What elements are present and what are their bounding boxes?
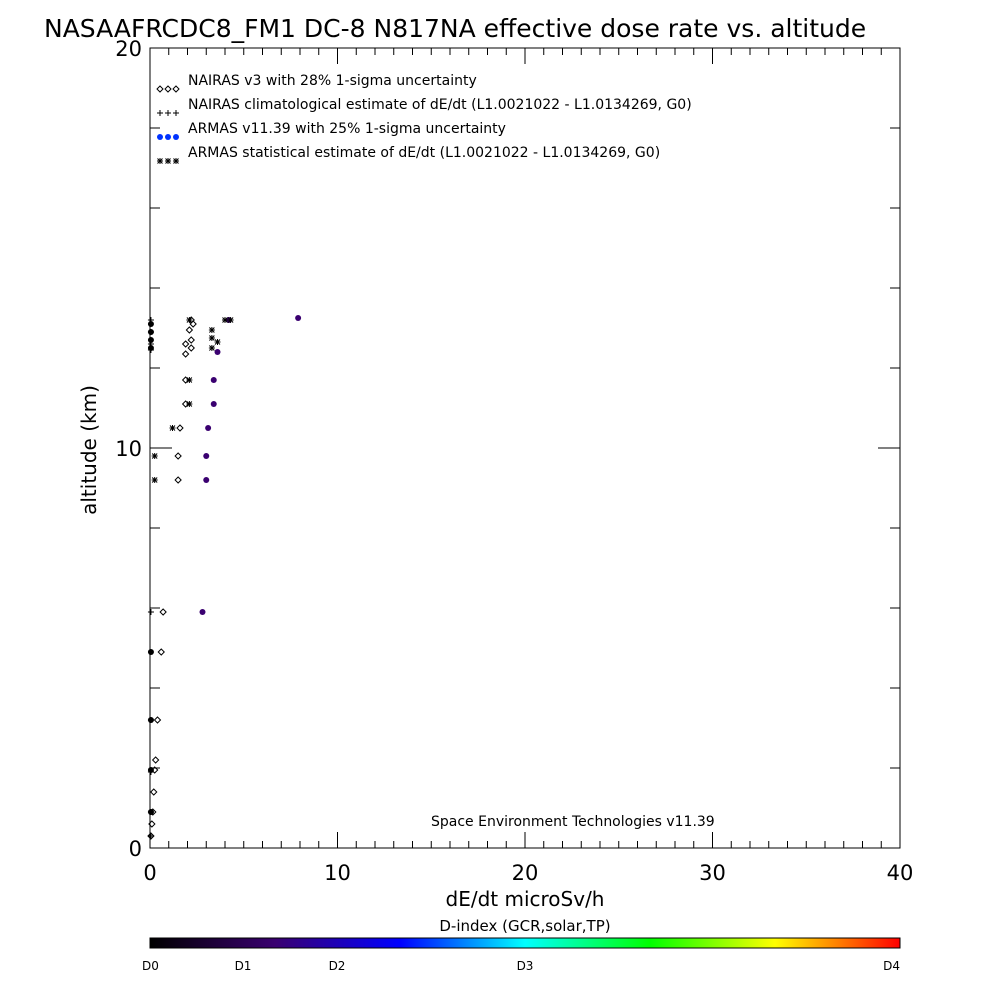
series-1-point <box>148 820 156 828</box>
series-3-point <box>199 609 206 615</box>
series-4-point <box>222 317 228 323</box>
y-tick-label: 10 <box>115 437 142 461</box>
colorbar-tick-label: D4 <box>883 959 900 973</box>
series-4-point <box>186 401 193 407</box>
y-tick-label: 20 <box>115 37 142 61</box>
series-4-point <box>214 339 221 345</box>
series-3-point <box>147 345 154 351</box>
series-3-point <box>147 767 154 773</box>
series-3-point <box>203 453 210 459</box>
series-3-point <box>295 315 302 321</box>
series-4-point <box>208 327 215 333</box>
series-1-point <box>150 788 158 796</box>
colorbar <box>149 937 901 949</box>
series-3-point <box>210 377 217 383</box>
series-4-point <box>208 345 215 351</box>
x-axis-label: dE/dt microSv/h <box>446 887 605 911</box>
legend-marker <box>173 134 179 140</box>
legend-marker <box>172 85 180 93</box>
legend-marker <box>165 134 171 140</box>
colorbar-ticks: D0 D1 D2 D3 D4 <box>142 959 900 973</box>
colorbar-title: D-index (GCR,solar,TP) <box>439 917 610 935</box>
legend-marker <box>173 110 179 116</box>
series-3-point <box>147 649 154 655</box>
y-axis-label: altitude (km) <box>77 385 101 515</box>
legend-entry: ARMAS v11.39 with 25% 1-sigma uncertaint… <box>188 121 506 137</box>
series-4-point <box>227 317 234 323</box>
legend-marker <box>173 158 179 164</box>
series-2-point <box>147 609 154 615</box>
legend-marker <box>165 110 171 116</box>
axis-tick-labels: 0 10 20 30 40 0 10 20 <box>115 37 913 885</box>
series-1-point <box>181 400 190 408</box>
colorbar-tick-label: D1 <box>235 959 252 973</box>
x-tick-label: 20 <box>512 861 539 885</box>
series-1-point <box>181 350 190 358</box>
footnote: Space Environment Technologies v11.39 <box>431 814 715 830</box>
series-4-point <box>208 335 215 341</box>
series-3-point <box>210 401 217 407</box>
series-3-point <box>147 329 154 335</box>
x-tick-label: 0 <box>143 861 156 885</box>
legend-entry: NAIRAS climatological estimate of dE/dt … <box>188 97 692 113</box>
series-4-point <box>151 477 158 483</box>
series-4-point <box>186 377 193 383</box>
series-4-point <box>151 453 158 459</box>
series-1-point <box>153 716 162 724</box>
series-1-point <box>174 476 182 484</box>
x-tick-label: 30 <box>699 861 726 885</box>
series-1-point <box>181 340 190 348</box>
axis-ticks <box>149 47 901 849</box>
series-4-point <box>186 317 193 323</box>
y-tick-label: 0 <box>129 837 142 861</box>
x-tick-label: 40 <box>887 861 914 885</box>
series-1-point <box>174 452 182 460</box>
legend-marker <box>157 158 163 164</box>
x-tick-label: 10 <box>324 861 351 885</box>
series-1-point <box>181 376 190 384</box>
series-1-point <box>187 336 195 344</box>
colorbar-tick-label: D0 <box>142 959 159 973</box>
colorbar-tick-label: D3 <box>517 959 534 973</box>
series-3-point <box>147 809 154 815</box>
series-3-point <box>147 321 154 327</box>
series-1-point <box>187 344 195 352</box>
plot-frame <box>149 47 901 849</box>
legend-marker <box>165 158 171 164</box>
data-points <box>147 315 302 840</box>
series-3-point <box>147 717 154 723</box>
series-2-point <box>147 833 154 839</box>
series-3-point <box>205 425 212 431</box>
legend: NAIRAS v3 with 28% 1-sigma uncertainty NA… <box>156 73 692 164</box>
legend-entry: NAIRAS v3 with 28% 1-sigma uncertainty <box>188 73 477 89</box>
chart-title: NASAAFRCDC8_FM1 DC-8 N817NA effective do… <box>44 14 866 43</box>
legend-marker <box>157 110 163 116</box>
series-1-point <box>176 424 184 432</box>
legend-marker <box>156 85 164 93</box>
series-4-point <box>169 425 176 431</box>
series-1-point <box>159 608 167 616</box>
series-1-point <box>157 648 165 656</box>
series-1-point <box>189 320 197 328</box>
legend-marker <box>164 85 172 93</box>
series-3-point <box>214 349 221 355</box>
series-1-point <box>185 326 194 334</box>
series-3-point <box>203 477 210 483</box>
legend-entry: ARMAS statistical estimate of dE/dt (L1.… <box>188 145 660 161</box>
series-1-point <box>151 756 160 764</box>
legend-marker <box>157 134 163 140</box>
series-3-point <box>147 337 154 343</box>
colorbar-tick-label: D2 <box>329 959 346 973</box>
